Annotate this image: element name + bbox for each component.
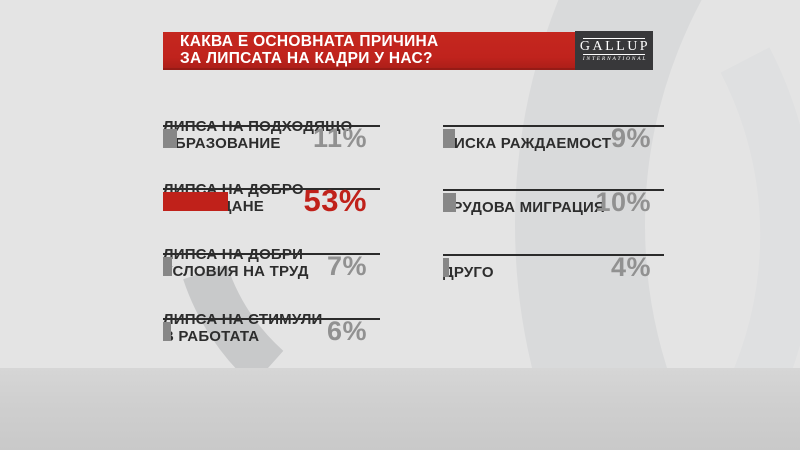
bar-item-bar xyxy=(163,192,228,211)
bar-item-label: НИСКА РАЖДАЕМОСТ xyxy=(443,135,612,152)
bar-item-label: ЛИПСА НА СТИМУЛИ В РАБОТАТА xyxy=(163,311,323,345)
bar-item-education: ЛИПСА НА ПОДХОДЯЩО ОБРАЗОВАНИЕ 11% xyxy=(163,118,380,155)
bar-item-bar xyxy=(163,129,178,148)
gallup-logo: GALLUP INTERNATIONAL xyxy=(575,31,653,70)
logo-top-rule xyxy=(583,38,645,39)
bar-item-label: ЛИПСА НА ПОДХОДЯЩО ОБРАЗОВАНИЕ xyxy=(163,118,353,152)
bar-item-label: ТРУДОВА МИГРАЦИЯ xyxy=(443,199,605,216)
bar-item-label: ЛИПСА НА ДОБРИ УСЛОВИЯ НА ТРУД xyxy=(163,246,309,280)
bar-item-label: ДРУГО xyxy=(443,264,494,281)
bar-item-bar xyxy=(443,193,456,212)
bar-item-value: 4% xyxy=(610,252,651,282)
bar-item-other: ДРУГО 4% xyxy=(443,252,664,284)
bar-item-underline xyxy=(163,188,380,190)
bar-item-value: 10% xyxy=(595,187,651,217)
bar-item-value: 9% xyxy=(610,123,651,153)
bar-item-bar xyxy=(163,322,172,341)
bar-item-value: 53% xyxy=(303,183,367,218)
bar-item-underline xyxy=(443,125,664,127)
question-title: КАКВА Е ОСНОВНАТА ПРИЧИНА ЗА ЛИПСАТА НА … xyxy=(163,33,439,67)
bar-item-labour-migration: ТРУДОВА МИГРАЦИЯ 10% xyxy=(443,187,664,219)
bar-item-underline xyxy=(163,253,380,255)
bar-item-underline xyxy=(443,189,664,191)
bar-item-value: 6% xyxy=(326,316,367,346)
logo-subtext: INTERNATIONAL xyxy=(582,56,648,62)
logo-wordmark: GALLUP xyxy=(579,39,651,54)
bar-item-birth-rate: НИСКА РАЖДАЕМОСТ 9% xyxy=(443,123,664,155)
bar-item-value: 11% xyxy=(312,123,367,153)
question-banner: КАКВА Е ОСНОВНАТА ПРИЧИНА ЗА ЛИПСАТА НА … xyxy=(163,31,653,70)
logo-mid-rule xyxy=(583,54,645,55)
floor-shade xyxy=(0,368,800,450)
bar-item-bar xyxy=(443,258,449,277)
bar-item-pay: ЛИПСА НА ДОБРО ЗАПЛАЩАНЕ 53% xyxy=(163,181,380,218)
bar-item-underline xyxy=(443,254,664,256)
bar-item-bar xyxy=(443,129,455,148)
background-arc xyxy=(720,47,800,423)
bar-item-underline xyxy=(163,125,380,127)
bar-item-work-conditions: ЛИПСА НА ДОБРИ УСЛОВИЯ НА ТРУД 7% xyxy=(163,246,380,283)
bar-item-incentives: ЛИПСА НА СТИМУЛИ В РАБОТАТА 6% xyxy=(163,311,380,348)
bar-item-underline xyxy=(163,318,380,320)
bar-item-value: 7% xyxy=(326,251,367,281)
bar-item-bar xyxy=(163,257,173,276)
question-title-line1: КАКВА Е ОСНОВНАТА ПРИЧИНА xyxy=(180,33,439,50)
question-title-line2: ЗА ЛИПСАТА НА КАДРИ У НАС? xyxy=(180,50,433,67)
